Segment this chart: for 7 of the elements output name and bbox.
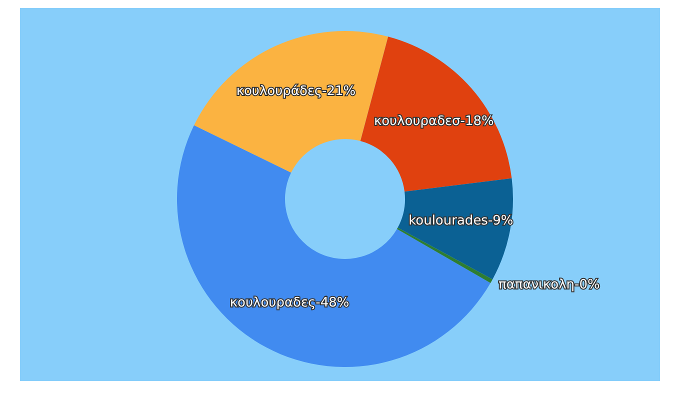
slice-label: κουλουραδεσ-18% — [374, 114, 494, 129]
slice-label: παπανικολη-0% — [498, 278, 600, 293]
donut-slice — [360, 36, 512, 192]
donut-slice — [396, 228, 493, 283]
slice-label: κουλουράδες-21% — [236, 84, 356, 100]
slice-label: koulourades-9% — [408, 213, 514, 228]
slice-label: κουλουραδες-48% — [230, 296, 350, 311]
